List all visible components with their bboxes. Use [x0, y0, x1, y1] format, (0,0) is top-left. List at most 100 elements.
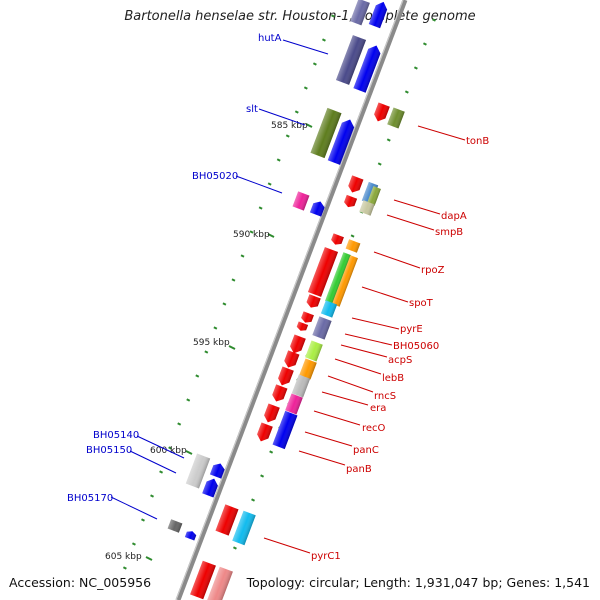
gene-block-pyrE-a [306, 294, 321, 308]
gene-block-smpB-b [344, 194, 358, 208]
tick-left-2 [312, 62, 317, 66]
gene-block-dapA-a [348, 175, 364, 193]
gene-label-BH05170: BH05170 [67, 493, 113, 504]
leader-lebB [334, 358, 382, 375]
gene-block-spoT-c [332, 255, 358, 307]
gene-label-pyrE: pyrE [400, 324, 423, 335]
leader-BH05020 [235, 175, 283, 194]
tick-left-9 [249, 230, 254, 234]
tick-left-14 [204, 350, 209, 354]
gene-block-era-a [291, 374, 311, 398]
gene-label-rncS: rncS [374, 391, 396, 402]
tick-left-19 [159, 470, 164, 474]
gene-label-BH05150: BH05150 [86, 445, 132, 456]
genome-title: Bartonella henselae str. Houston-1, comp… [124, 9, 476, 24]
genome-backbone-highlight [175, 0, 404, 600]
gene-block-pyrC1-b [232, 510, 256, 546]
kbp-tick-590 [267, 233, 275, 238]
leader-spoT [361, 286, 409, 303]
gene-block-smpB [359, 200, 375, 216]
gene-block-lebB-a [305, 340, 323, 362]
kbp-tick-595 [228, 345, 236, 350]
gene-label-BH05140: BH05140 [93, 430, 139, 441]
genome-backbone [175, 0, 408, 600]
tick-left-7 [267, 182, 272, 186]
gene-label-spoT: spoT [409, 298, 434, 309]
gene-block-rpoZ-b [345, 239, 361, 253]
gene-block-slt-b [327, 119, 355, 165]
leader-BH05140 [136, 435, 185, 459]
gene-block-hutA-a [335, 35, 367, 85]
tick-left-20 [150, 494, 155, 498]
tick-left-10 [240, 254, 245, 258]
leader-panB [298, 450, 346, 466]
gene-label-pyrC1: pyrC1 [311, 551, 341, 562]
gene-label-acpS: acpS [388, 355, 412, 366]
right-gene-labels: tonB dapA smpB rpoZ spoT pyrE BH05060 ac… [263, 125, 489, 562]
tick-right-3 [404, 90, 409, 94]
tick-left-0 [331, 14, 335, 18]
gene-features [167, 0, 405, 600]
gene-block-rncS-a [299, 358, 317, 380]
tick-left-22 [131, 542, 136, 546]
gene-block-slt-a [310, 107, 342, 159]
gene-block-spoT-b [325, 252, 351, 304]
leader-hutA [282, 39, 329, 55]
leader-slt [258, 108, 306, 126]
kbp-label-605: 605 kbp [105, 552, 142, 562]
gene-block-tonB-a [374, 102, 390, 122]
tick-left-5 [285, 134, 290, 138]
gene-label-panB: panB [346, 464, 372, 475]
tick-left-21 [141, 518, 145, 522]
gene-block-BH05140-a [185, 453, 211, 489]
left-gene-labels: hutA slt BH05020 BH05140 BH05150 BH05170 [67, 33, 329, 520]
leader-dapA [393, 199, 441, 215]
tick-right-20 [251, 498, 256, 502]
gene-label-hutA: hutA [258, 33, 282, 44]
kbp-tick-585 [305, 123, 313, 128]
gene-block-recO-b [264, 403, 280, 423]
tick-right-19 [260, 474, 265, 478]
gene-label-lebB: lebB [382, 373, 404, 384]
tick-right-1 [422, 42, 427, 46]
topology-text: Topology: circular; Length: 1,931,047 bp… [246, 575, 590, 590]
tick-marks [122, 14, 436, 574]
leader-rncS [327, 375, 374, 393]
leader-pyrE [351, 317, 400, 330]
gene-block-top-1 [350, 0, 370, 26]
kbp-tick-600 [185, 450, 193, 455]
gene-label-recO: recO [362, 423, 386, 434]
tick-right-22 [232, 546, 237, 550]
gene-label-BH05020: BH05020 [192, 171, 238, 182]
tick-left-1 [321, 38, 326, 42]
tick-left-16 [186, 398, 191, 402]
gene-label-panC: panC [353, 445, 379, 456]
gene-block-lebB-b [284, 350, 300, 368]
gene-label-dapA: dapA [441, 211, 467, 222]
tick-left-13 [213, 326, 218, 330]
leader-tonB [417, 125, 466, 141]
gene-block-panC-a [272, 410, 298, 450]
gene-block-rncS-b [278, 366, 294, 386]
gene-label-slt: slt [246, 104, 258, 115]
gene-block-BH05020-a [292, 191, 310, 211]
gene-block-dapA-c [367, 186, 381, 206]
gene-block-rpoZ-a [331, 233, 344, 245]
gene-block-spoT-a [307, 247, 339, 297]
tick-left-17 [177, 422, 182, 426]
gene-label-BH05060: BH05060 [393, 341, 439, 352]
gene-block-pyrE-b [320, 300, 338, 318]
kbp-labels: 585 kbp 590 kbp 595 kbp 600 kbp 605 kbp [105, 121, 313, 562]
tick-left-12 [222, 302, 227, 306]
tick-right-18 [269, 450, 274, 454]
gene-label-era: era [370, 403, 386, 414]
accession-text: Accession: NC_005956 [9, 575, 152, 590]
leader-panC [304, 431, 353, 447]
gene-block-top-2 [368, 1, 388, 29]
kbp-label-590: 590 kbp [233, 230, 270, 240]
gene-block-BH05060-a [301, 311, 314, 323]
tick-left-4 [294, 110, 299, 114]
gene-block-BH05060-b [312, 316, 332, 340]
kbp-label-585: 585 kbp [271, 121, 308, 131]
gene-block-acpS-a [296, 321, 309, 331]
